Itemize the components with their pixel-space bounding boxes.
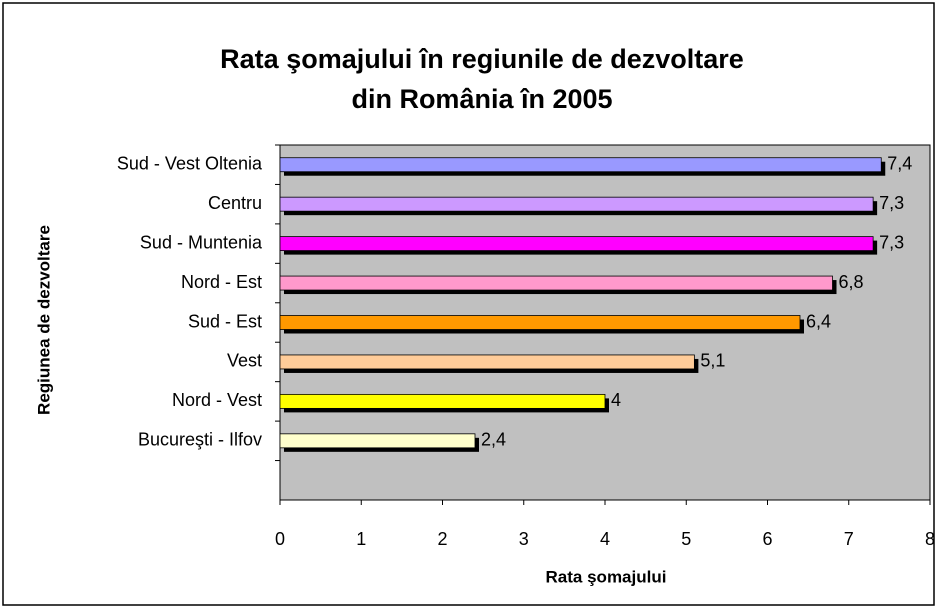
bar — [279, 157, 882, 173]
data-label: 7,4 — [887, 153, 912, 173]
x-axis-label: Rata şomajului — [546, 567, 667, 586]
x-tick-label: 5 — [681, 529, 691, 549]
x-tick-label: 7 — [844, 529, 854, 549]
x-tick-label: 4 — [600, 529, 610, 549]
data-label: 7,3 — [879, 232, 904, 252]
x-tick-label: 3 — [519, 529, 529, 549]
x-tick-label: 2 — [437, 529, 447, 549]
data-label: 2,4 — [481, 430, 506, 450]
data-label: 7,3 — [879, 193, 904, 213]
y-tick-label: Bucureşti - Ilfov — [138, 430, 262, 450]
y-tick-label: Vest — [227, 351, 262, 371]
y-tick-label: Centru — [208, 193, 262, 213]
bar — [279, 315, 801, 330]
chart-title: Rata şomajului în regiunile de dezvoltar… — [220, 44, 744, 74]
bar — [279, 275, 833, 291]
x-tick-label: 8 — [925, 529, 935, 549]
chart-title: din România în 2005 — [351, 84, 612, 114]
y-tick-label: Sud - Vest Oltenia — [117, 153, 263, 173]
bar — [279, 433, 476, 449]
y-tick-label: Nord - Est — [181, 272, 262, 292]
x-tick-label: 1 — [356, 529, 366, 549]
data-label: 6,4 — [806, 311, 831, 331]
x-tick-label: 0 — [275, 529, 285, 549]
data-label: 5,1 — [700, 351, 725, 371]
bar — [279, 236, 874, 252]
data-label: 4 — [611, 390, 621, 410]
bar — [279, 196, 874, 212]
data-label: 6,8 — [839, 272, 864, 292]
y-tick-label: Sud - Est — [188, 311, 262, 331]
bar — [279, 354, 695, 370]
y-axis-label: Regiunea de dezvoltare — [34, 225, 53, 415]
x-tick-label: 6 — [762, 529, 772, 549]
bar — [279, 393, 606, 409]
y-tick-label: Sud - Muntenia — [140, 232, 263, 252]
y-tick-label: Nord - Vest — [172, 390, 262, 410]
